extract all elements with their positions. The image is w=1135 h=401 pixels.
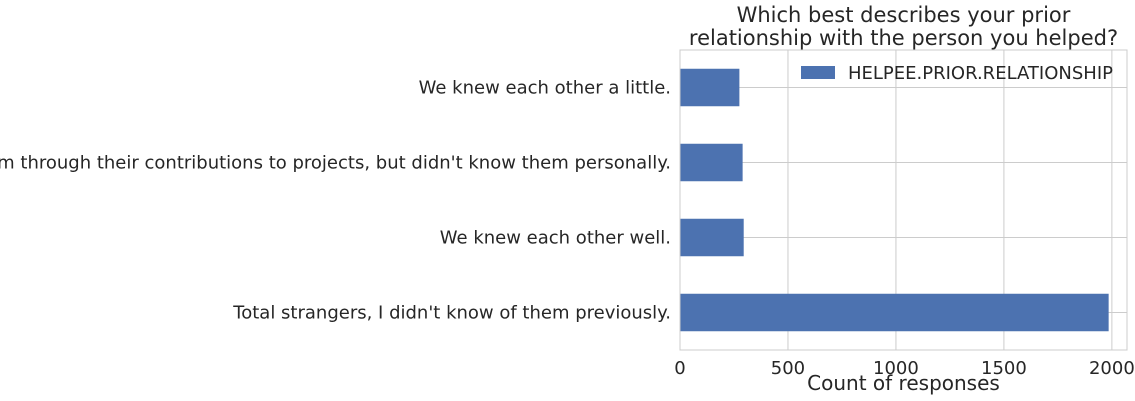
bar	[680, 293, 1109, 332]
legend: HELPEE.PRIOR.RELATIONSHIP	[801, 63, 1113, 84]
x-tick-label: 0	[674, 358, 685, 379]
bar	[680, 68, 740, 107]
legend-label: HELPEE.PRIOR.RELATIONSHIP	[848, 63, 1113, 84]
category-label: We knew each other a little.	[419, 78, 671, 99]
plot-frame	[679, 49, 1128, 351]
category-label: I knew of them through their contributio…	[0, 153, 671, 174]
x-tick-label: 2000	[1089, 358, 1135, 379]
x-axis-label: Count of responses	[807, 371, 1000, 395]
category-label: Total strangers, I didn't know of them p…	[232, 303, 671, 324]
bars	[680, 68, 1109, 332]
x-tick-labels: 0 500 1000 1500 2000	[674, 358, 1135, 379]
bar	[680, 218, 744, 257]
bar	[680, 143, 743, 182]
x-tick-label: 500	[771, 358, 805, 379]
x-tick-label: 1000	[873, 358, 919, 379]
legend-swatch	[801, 66, 835, 79]
chart-title: Which best describes your prior relations…	[689, 3, 1118, 50]
x-tick-label: 1500	[981, 358, 1027, 379]
category-labels: We knew each other a little. I knew of th…	[0, 78, 671, 324]
category-label: We knew each other well.	[440, 228, 671, 249]
